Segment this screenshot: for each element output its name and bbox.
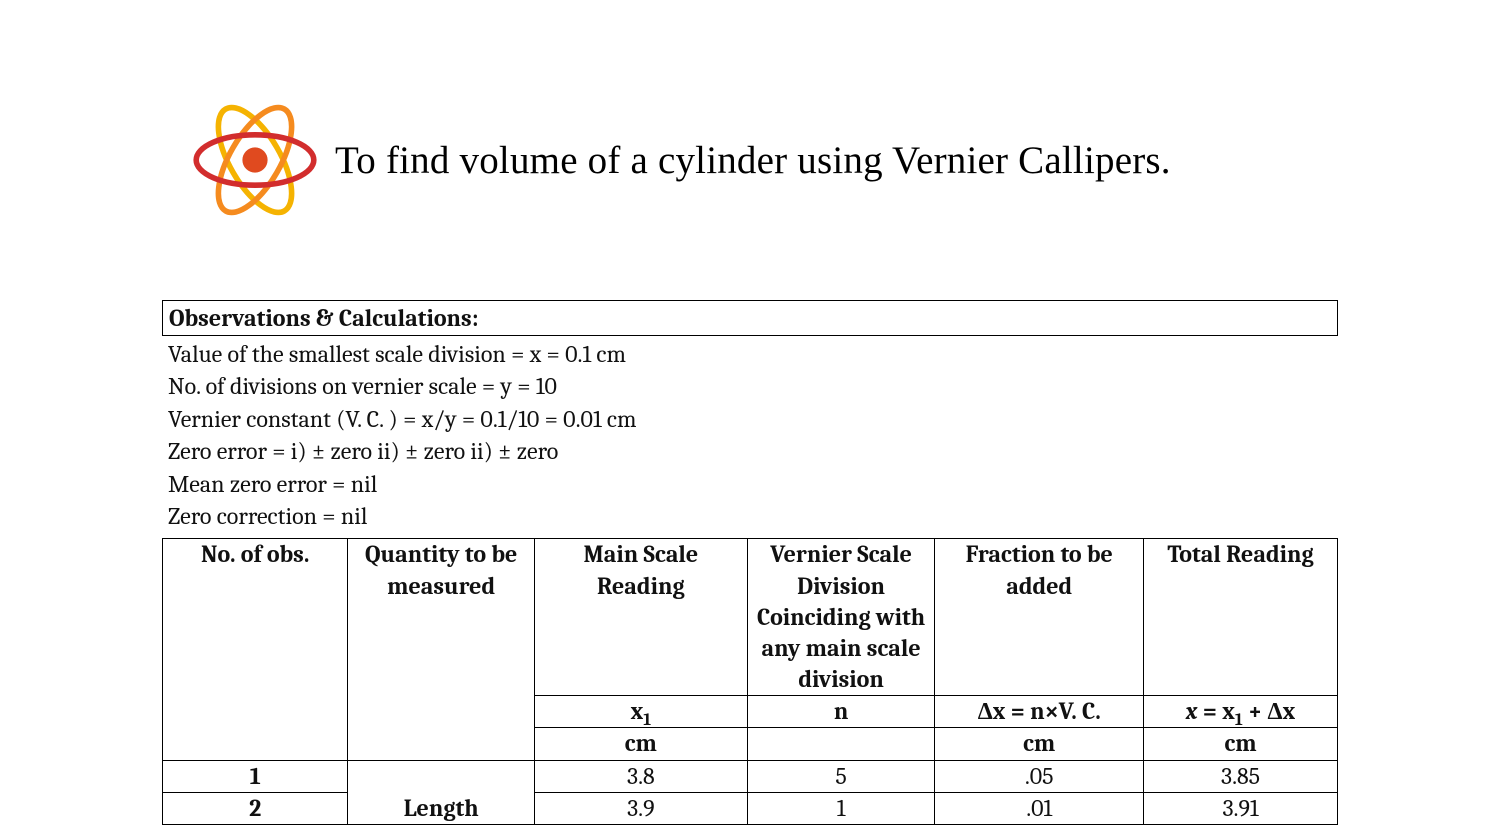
page-title: To find volume of a cylinder using Verni… bbox=[335, 138, 1171, 183]
col-fraction: Fraction to be added bbox=[935, 539, 1144, 696]
col-vernier-div: Vernier Scale Division Coinciding with a… bbox=[747, 539, 935, 696]
document-page: To find volume of a cylinder using Verni… bbox=[0, 0, 1500, 785]
col-fraction-sym: Δx = n×V. C. bbox=[935, 696, 1144, 728]
col-vernier-unit bbox=[747, 728, 935, 760]
table-row: 1 Length 3.8 5 .05 3.85 bbox=[163, 760, 1338, 792]
data-table: No. of obs. Quantity to be measured Main… bbox=[162, 538, 1338, 825]
cell-dx: .05 bbox=[935, 760, 1144, 792]
cell-main: 3.8 bbox=[534, 760, 747, 792]
table-header-row: No. of obs. Quantity to be measured Main… bbox=[163, 539, 1338, 696]
table-row: 2 3.9 1 .01 3.91 bbox=[163, 792, 1338, 824]
cell-n: 5 bbox=[747, 760, 935, 792]
col-main-scale-sym: x1 bbox=[534, 696, 747, 728]
cell-no: 2 bbox=[163, 792, 348, 824]
col-total-sym: x = x1 + Δx bbox=[1144, 696, 1338, 728]
cell-main: 3.9 bbox=[534, 792, 747, 824]
total-formula-rest: = x1 + Δx bbox=[1197, 697, 1295, 725]
cell-total: 3.85 bbox=[1144, 760, 1338, 792]
observation-line: No. of divisions on vernier scale = y = … bbox=[168, 370, 1332, 402]
cell-dx: .01 bbox=[935, 792, 1144, 824]
observation-line: Zero correction = nil bbox=[168, 500, 1332, 532]
observation-line: Zero error = i) ± zero ii) ± zero ii) ± … bbox=[168, 435, 1332, 467]
section-header: Observations & Calculations: bbox=[162, 300, 1338, 336]
italic-x: x bbox=[1186, 697, 1198, 725]
observation-line: Vernier constant (V. C. ) = x/y = 0.1/10… bbox=[168, 403, 1332, 435]
observation-line: Mean zero error = nil bbox=[168, 468, 1332, 500]
col-vernier-sym: n bbox=[747, 696, 935, 728]
cell-quantity: Length bbox=[348, 760, 534, 824]
observations-block: Value of the smallest scale division = x… bbox=[162, 336, 1338, 538]
col-main-scale: Main Scale Reading bbox=[534, 539, 747, 696]
cell-no: 1 bbox=[163, 760, 348, 792]
header: To find volume of a cylinder using Verni… bbox=[0, 0, 1500, 230]
cell-total: 3.91 bbox=[1144, 792, 1338, 824]
col-total: Total Reading bbox=[1144, 539, 1338, 696]
observation-line: Value of the smallest scale division = x… bbox=[168, 338, 1332, 370]
col-main-unit: cm bbox=[534, 728, 747, 760]
document-body: Observations & Calculations: Value of th… bbox=[0, 230, 1500, 825]
col-total-unit: cm bbox=[1144, 728, 1338, 760]
cell-n: 1 bbox=[747, 792, 935, 824]
col-fraction-unit: cm bbox=[935, 728, 1144, 760]
col-no-of-obs: No. of obs. bbox=[163, 539, 348, 760]
col-quantity: Quantity to be measured bbox=[348, 539, 534, 760]
atom-logo-icon bbox=[185, 90, 325, 230]
